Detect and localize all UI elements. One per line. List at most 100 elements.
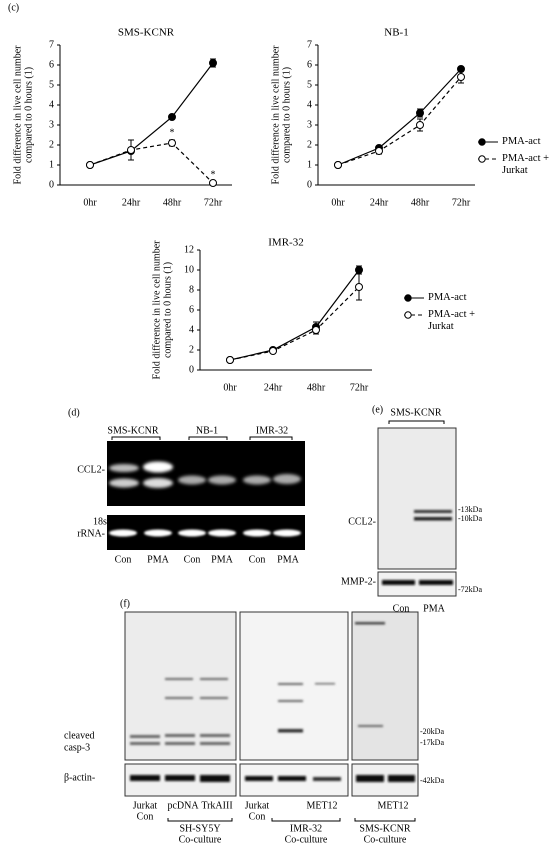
series-line <box>89 142 214 184</box>
row-label: CCL2- <box>348 516 376 527</box>
lane-label: Con <box>393 603 410 614</box>
legend-label: PMA-act + Jurkat <box>428 309 476 332</box>
panel-label: (c) <box>8 2 19 13</box>
x-tick-label: 72hr <box>350 382 369 393</box>
series-line <box>337 76 462 166</box>
y-tick-label: 6 <box>189 304 194 315</box>
y-tick-label: 3 <box>307 119 312 130</box>
y-tick-label: 10 <box>184 264 194 275</box>
row-label: CCL2- <box>77 464 105 475</box>
lane-label: Jurkat <box>133 800 158 811</box>
group-label: Co-culture <box>179 834 222 845</box>
group-label: SMS-KCNR <box>359 823 410 834</box>
data-point <box>457 73 465 81</box>
data-point <box>226 356 234 364</box>
legend-label: PMA-act <box>428 292 467 303</box>
lane-label: Con <box>115 554 132 565</box>
gel <box>107 441 305 506</box>
x-tick-label: 72hr <box>452 197 471 208</box>
data-point <box>127 146 135 154</box>
legend-marker <box>478 138 486 146</box>
legend-label: PMA-act + Jurkat <box>502 153 550 176</box>
row-label: MMP-2- <box>341 576 376 587</box>
lane-label: Jurkat <box>245 800 270 811</box>
data-point <box>86 161 94 169</box>
y-tick-label: 7 <box>49 39 54 50</box>
y-tick-label: 2 <box>307 139 312 150</box>
data-point <box>209 179 217 187</box>
x-tick-label: 24hr <box>122 197 141 208</box>
x-tick-label: 48hr <box>411 197 430 208</box>
legend-marker <box>478 155 486 163</box>
data-point <box>334 161 342 169</box>
panel-label: (f) <box>120 598 130 609</box>
group-label: Co-culture <box>364 834 407 845</box>
gel <box>107 515 305 550</box>
y-tick-label: 12 <box>184 244 194 255</box>
y-tick-label: 0 <box>307 179 312 190</box>
series-line <box>89 62 214 166</box>
lane-label: Con <box>249 811 266 822</box>
lane-label: PMA <box>147 554 169 565</box>
legend-label: PMA-act <box>502 136 541 147</box>
chart-title: SMS-KCNR <box>118 27 175 39</box>
lane-label: PMA <box>211 554 233 565</box>
x-tick-label: 0hr <box>83 197 97 208</box>
lane-label: PMA <box>277 554 299 565</box>
y-tick-label: 2 <box>189 344 194 355</box>
data-point <box>269 347 277 355</box>
y-tick-label: 4 <box>189 324 194 335</box>
legend-marker <box>404 311 412 319</box>
size-label: -20kDa <box>420 727 444 736</box>
y-tick-label: 2 <box>49 139 54 150</box>
x-tick-label: 24hr <box>370 197 389 208</box>
y-axis-label: compared to 0 hours (1) <box>162 262 173 358</box>
legend-marker <box>404 294 412 302</box>
series-line <box>229 286 360 361</box>
blot-e: SMS-KCNR CCL2- MMP-2- -13kDa -10kDa -72k… <box>341 407 482 614</box>
y-tick-label: 1 <box>49 159 54 170</box>
membrane <box>377 427 457 570</box>
y-tick-label: 6 <box>307 59 312 70</box>
row-label: rRNA- <box>77 528 105 539</box>
y-tick-label: 0 <box>49 179 54 190</box>
y-tick-label: 0 <box>189 364 194 375</box>
data-point <box>416 109 424 117</box>
y-tick-label: 4 <box>307 99 312 110</box>
size-label: -72kDa <box>458 585 482 594</box>
group-label: Co-culture <box>285 834 328 845</box>
lane-label: Con <box>137 811 154 822</box>
y-tick-label: 1 <box>307 159 312 170</box>
y-axis-label: compared to 0 hours (1) <box>281 67 292 163</box>
lane-label: PMA <box>423 603 445 614</box>
size-label: -13kDa <box>458 505 482 514</box>
gel-d: SMS-KCNR NB-1 IMR-32 CCL2- 18s rRNA- Con… <box>77 425 305 565</box>
y-tick-label: 8 <box>189 284 194 295</box>
row-label: 18s <box>93 516 107 527</box>
lane-label: Con <box>249 554 266 565</box>
y-tick-label: 5 <box>49 79 54 90</box>
bands <box>109 529 301 537</box>
data-point <box>416 121 424 129</box>
chart-title: IMR-32 <box>268 237 303 249</box>
data-point <box>375 147 383 155</box>
y-tick-label: 7 <box>307 39 312 50</box>
data-point <box>355 266 363 274</box>
y-tick-label: 6 <box>49 59 54 70</box>
x-tick-label: 0hr <box>331 197 345 208</box>
size-label: -42kDa <box>420 776 444 785</box>
group-label: NB-1 <box>196 425 218 436</box>
data-point <box>168 139 176 147</box>
annotation: * <box>170 127 175 138</box>
series-line <box>229 269 360 361</box>
lane-label: MET12 <box>377 800 408 811</box>
y-axis-label: compared to 0 hours (1) <box>23 67 34 163</box>
x-tick-label: 72hr <box>204 197 223 208</box>
x-tick-label: 48hr <box>307 382 326 393</box>
data-point <box>355 283 363 291</box>
lane-label: MET12 <box>306 800 337 811</box>
bands <box>109 461 301 488</box>
series-line <box>337 68 462 166</box>
